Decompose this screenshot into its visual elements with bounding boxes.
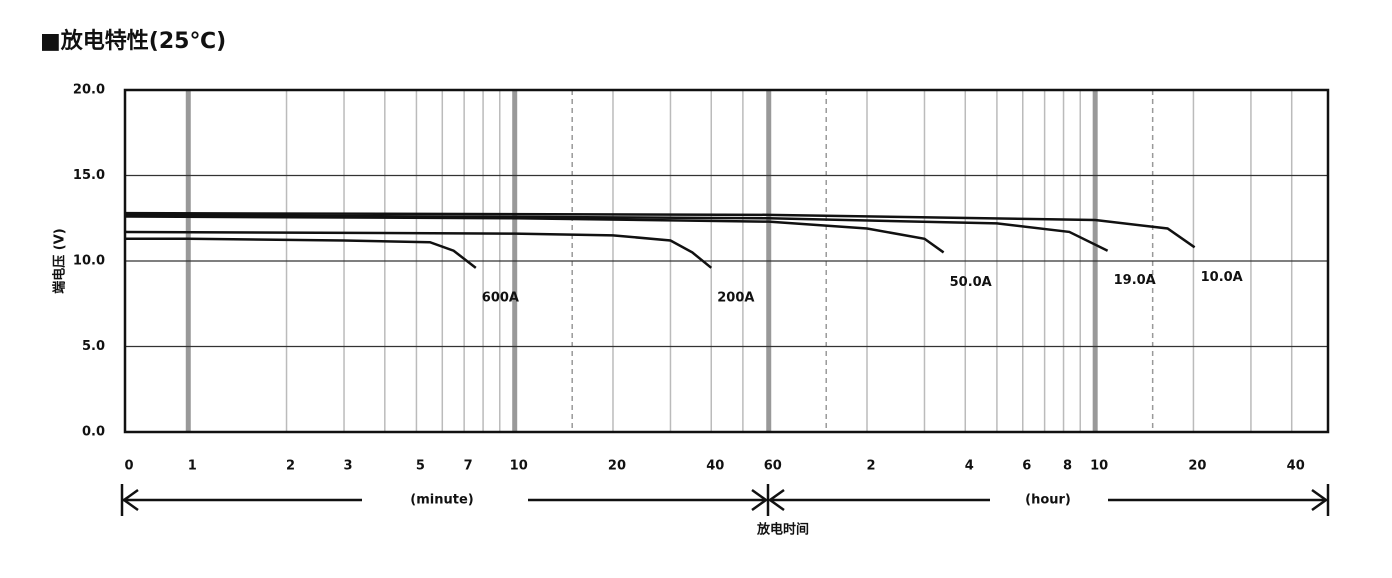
chart-title: ■放电特性(25℃) — [40, 28, 226, 54]
x-tick-label: 0 — [124, 459, 133, 474]
series-line — [124, 213, 1109, 252]
x-tick-label: 2 — [286, 459, 295, 474]
series-label: 19.0A — [1114, 273, 1156, 288]
x-tick-label: 2 — [866, 459, 875, 474]
x-tick-label: 8 — [1063, 459, 1072, 474]
time-arrows — [120, 484, 1330, 516]
hour-label: (hour) — [1025, 493, 1071, 508]
series-line — [124, 215, 945, 254]
series-line — [124, 211, 1196, 249]
x-tick-label: 40 — [706, 459, 724, 474]
x-tick-label: 20 — [1188, 459, 1206, 474]
y-tick-label: 20.0 — [73, 83, 105, 98]
series-label: 600A — [482, 290, 519, 305]
x-tick-label: 6 — [1022, 459, 1031, 474]
x-tick-label: 5 — [416, 459, 425, 474]
x-axis-label: 放电时间 — [756, 522, 809, 538]
x-tick-label: 3 — [344, 459, 353, 474]
x-tick-label: 20 — [608, 459, 626, 474]
series-line — [125, 237, 477, 269]
x-tick-label: 40 — [1287, 459, 1305, 474]
x-tick-label: 10 — [510, 459, 528, 474]
plot-frame — [123, 88, 1330, 434]
x-tick-label: 7 — [464, 459, 473, 474]
y-tick-label: 10.0 — [73, 254, 105, 269]
x-tick-label: 1 — [188, 459, 197, 474]
x-tick-label: 10 — [1090, 459, 1108, 474]
series-line — [124, 230, 713, 269]
series-label: 10.0A — [1201, 270, 1243, 285]
y-tick-label: 0.0 — [82, 425, 105, 440]
x-tick-label: 4 — [965, 459, 974, 474]
y-tick-label: 15.0 — [73, 168, 105, 183]
y-tick-label: 5.0 — [82, 339, 105, 354]
series-label: 50.0A — [950, 275, 992, 290]
series-label: 200A — [717, 290, 754, 305]
x-tick-label: 60 — [764, 459, 782, 474]
y-axis-label: 端电压 (V) — [52, 228, 68, 293]
minute-label: (minute) — [410, 493, 473, 508]
